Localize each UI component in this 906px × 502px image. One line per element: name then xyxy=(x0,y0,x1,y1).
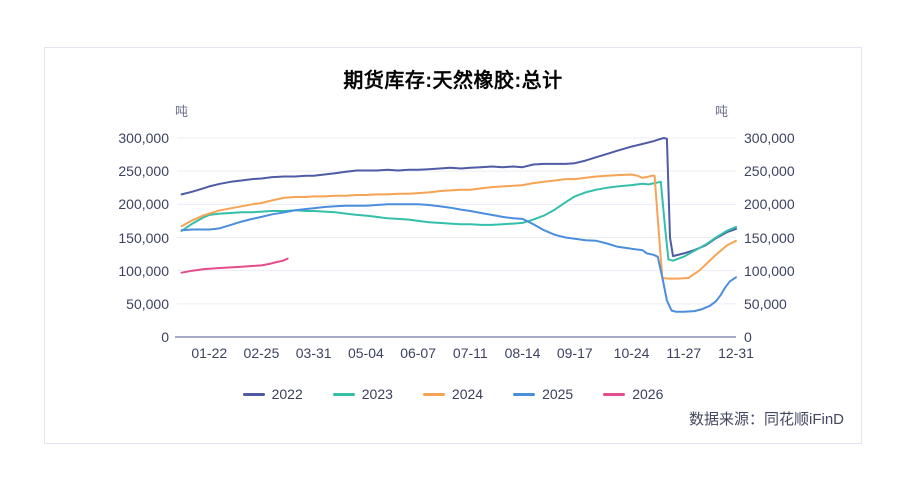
y-axis-label-left: 200,000 xyxy=(118,196,169,213)
chart-legend: 2022 2023 2024 2025 2026 xyxy=(45,384,861,404)
legend-label: 2025 xyxy=(542,386,574,402)
y-axis-label-right: 0 xyxy=(744,329,752,345)
y-axis-label-left: 250,000 xyxy=(118,163,169,180)
y-axis-label-right: 300,000 xyxy=(744,130,795,146)
x-axis-label: 10-24 xyxy=(613,345,650,361)
series-line-2025 xyxy=(180,203,737,313)
y-axis-unit-left: 吨 xyxy=(175,104,189,119)
legend-item-2024[interactable]: 2024 xyxy=(422,386,484,402)
y-axis-label-left: 50,000 xyxy=(126,295,169,312)
y-axis-label-right: 200,000 xyxy=(744,196,795,213)
y-axis-label-left: 150,000 xyxy=(118,229,169,246)
y-axis-label-left: 0 xyxy=(161,329,169,345)
x-axis-label: 12-31 xyxy=(718,345,754,361)
legend-label: 2022 xyxy=(271,386,303,402)
chart-card: 期货库存:天然橡胶:总计 吨 吨 0 0 50,000 50,000 100,000 10… xyxy=(44,47,862,444)
line-chart-plot-area xyxy=(175,137,737,338)
series-line-2023 xyxy=(180,180,737,262)
chart-title: 期货库存:天然橡胶:总计 xyxy=(343,70,563,92)
legend-swatch-2026 xyxy=(603,392,626,396)
legend-swatch-2022 xyxy=(242,392,265,396)
x-axis-label: 05-04 xyxy=(347,345,384,361)
x-axis-label: 02-25 xyxy=(243,345,280,361)
y-axis-unit-right: 吨 xyxy=(715,104,729,119)
legend-swatch-2023 xyxy=(332,392,355,396)
legend-item-2022[interactable]: 2022 xyxy=(242,386,303,402)
series-line-2024 xyxy=(180,173,737,280)
y-axis-label-right: 50,000 xyxy=(744,295,787,312)
y-axis-label-right: 250,000 xyxy=(744,163,795,180)
x-axis-label: 08-14 xyxy=(504,345,541,361)
y-axis-label-right: 150,000 xyxy=(744,229,795,246)
legend-item-2025[interactable]: 2025 xyxy=(513,386,573,402)
data-source-note: 数据来源：同花顺iFinD xyxy=(688,411,844,428)
series-line-2022 xyxy=(180,137,737,258)
legend-label: 2026 xyxy=(632,386,664,402)
series-line-2026 xyxy=(180,257,289,274)
legend-swatch-2025 xyxy=(513,392,536,396)
y-axis-label-left: 100,000 xyxy=(118,262,169,279)
y-axis-label-left: 300,000 xyxy=(118,130,169,146)
x-axis-label: 01-22 xyxy=(191,345,228,361)
legend-label: 2024 xyxy=(451,386,484,402)
legend-item-2026[interactable]: 2026 xyxy=(603,386,663,402)
x-axis-label: 09-17 xyxy=(556,345,593,361)
x-axis-label: 03-31 xyxy=(295,345,332,361)
x-axis-label: 07-11 xyxy=(452,345,488,361)
legend-swatch-2024 xyxy=(422,392,445,396)
legend-label: 2023 xyxy=(361,386,393,402)
y-axis-label-right: 100,000 xyxy=(744,262,795,279)
x-axis-label: 06-07 xyxy=(400,345,436,361)
legend-item-2023[interactable]: 2023 xyxy=(332,386,393,402)
x-axis-label: 11-27 xyxy=(666,345,702,361)
